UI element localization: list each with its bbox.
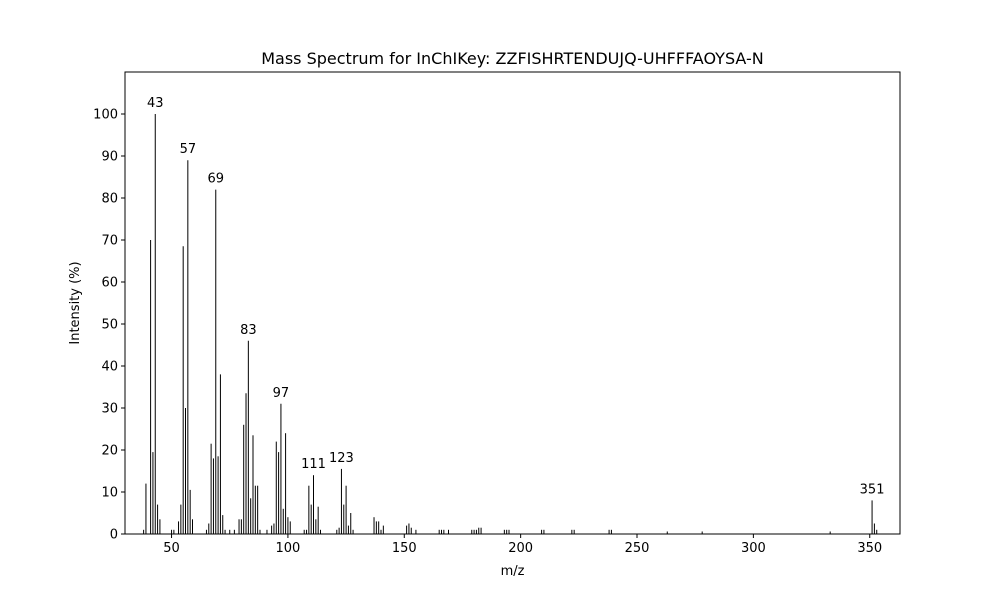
- x-axis-label: m/z: [501, 564, 525, 579]
- y-tick-label: 0: [110, 528, 118, 543]
- y-tick-label: 10: [101, 486, 118, 501]
- y-tick-label: 40: [101, 360, 118, 375]
- y-tick-label: 30: [101, 402, 118, 417]
- peak-labels: 43 57 69 83 97 111 123 351: [147, 96, 885, 497]
- x-tick-label: 50: [163, 541, 180, 556]
- y-tick-label: 20: [101, 444, 118, 459]
- x-tick-label: 200: [508, 541, 533, 556]
- chart-title: Mass Spectrum for InChIKey: ZZFISHRTENDU…: [261, 49, 764, 68]
- y-axis-ticks: 0 10 20 30 40 50 60 70 80 90 100: [93, 108, 125, 543]
- y-tick-label: 90: [101, 150, 118, 165]
- plot-frame: [124, 71, 901, 535]
- x-tick-label: 100: [275, 541, 300, 556]
- y-tick-label: 50: [101, 318, 118, 333]
- peak-label-351: 351: [860, 482, 885, 497]
- x-tick-label: 350: [857, 541, 882, 556]
- peak-label-83: 83: [240, 323, 257, 338]
- x-tick-label: 250: [625, 541, 650, 556]
- peak-label-43: 43: [147, 96, 164, 111]
- peak-label-57: 57: [180, 142, 197, 157]
- peak-label-111: 111: [301, 457, 326, 472]
- peak-label-123: 123: [329, 451, 354, 466]
- y-tick-label: 60: [101, 276, 118, 291]
- y-axis-label: Intensity (%): [68, 261, 83, 344]
- x-axis-ticks: 50 100 150 200 250 300 350: [163, 534, 882, 556]
- y-tick-label: 100: [93, 108, 118, 123]
- peak-label-97: 97: [273, 386, 290, 401]
- spectrum-bars: [143, 114, 878, 534]
- y-tick-label: 80: [101, 192, 118, 207]
- x-tick-label: 150: [392, 541, 417, 556]
- peak-label-69: 69: [207, 172, 224, 187]
- x-tick-label: 300: [741, 541, 766, 556]
- y-tick-label: 70: [101, 234, 118, 249]
